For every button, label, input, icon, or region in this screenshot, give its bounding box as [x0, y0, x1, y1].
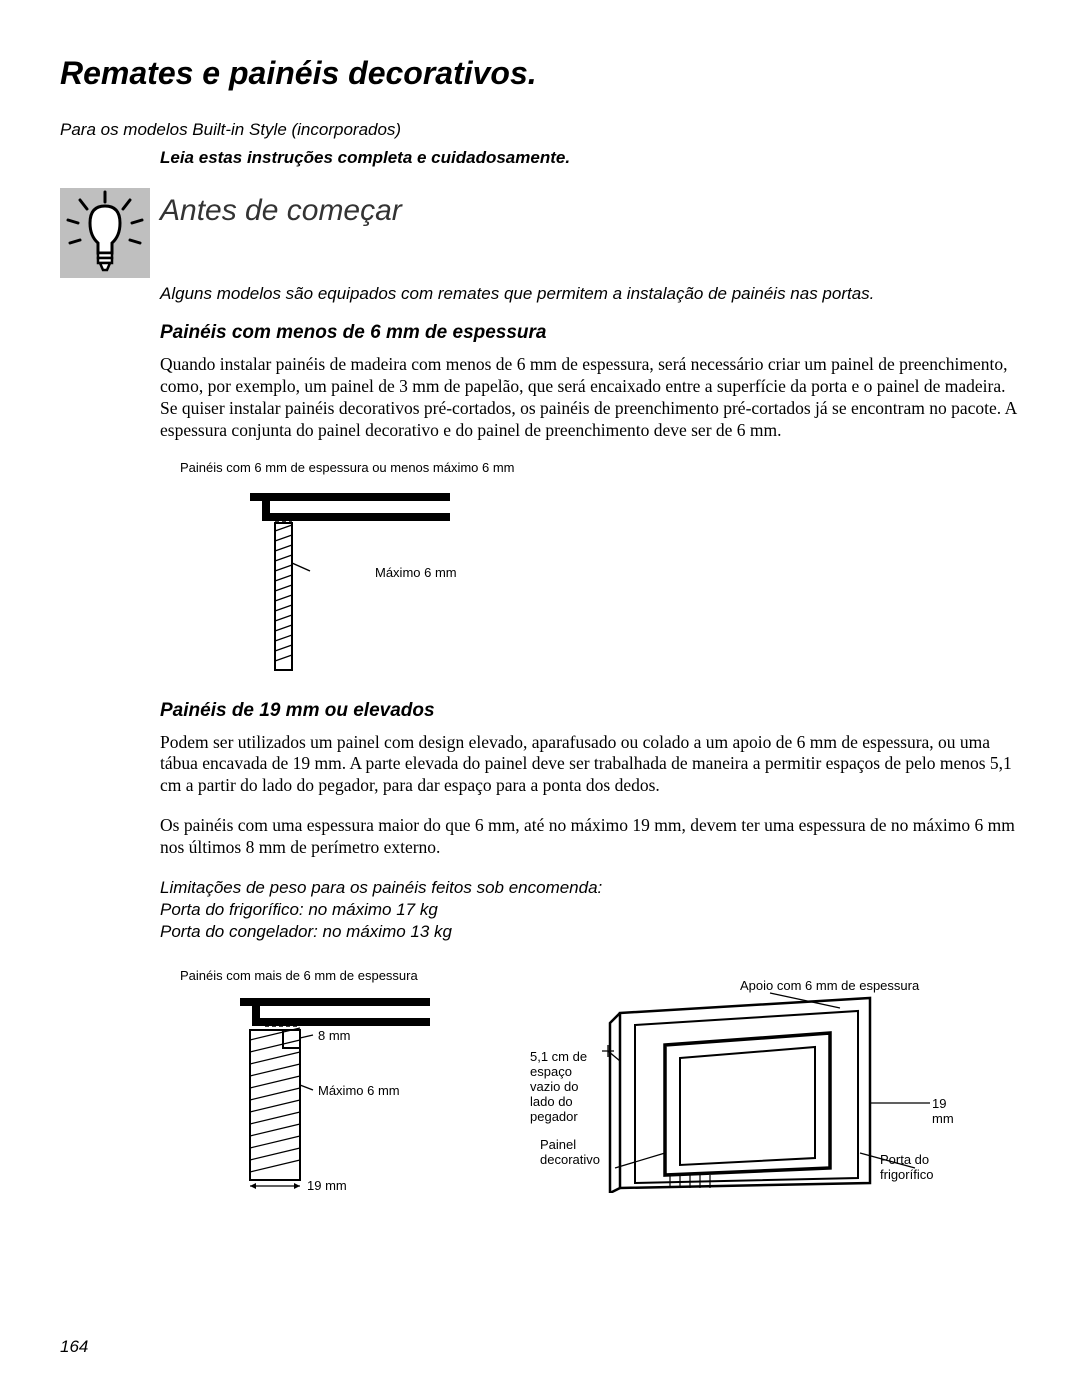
diagram2-max: Máximo 6 mm [318, 1083, 400, 1098]
sub2-body2: Os painéis com uma espessura maior do qu… [160, 815, 1020, 859]
lightbulb-icon [60, 188, 150, 278]
sub2-heading: Painéis de 19 mm ou elevados [160, 700, 1020, 722]
limit-line2: Porta do frigorífico: no máximo 17 kg [160, 900, 438, 919]
diagram-thin-panel: Painéis com 6 mm de espessura ou menos m… [180, 460, 530, 675]
diagram2-porta: Porta do frigorífico [880, 1153, 960, 1183]
instruction-line: Leia estas instruções completa e cuidado… [160, 148, 1020, 168]
diagram2-painel: Painel decorativo [540, 1138, 620, 1168]
page-title: Remates e painéis decorativos. [60, 55, 1020, 92]
diagram1-label-max: Máximo 6 mm [375, 565, 457, 580]
diagram2-apoio: Apoio com 6 mm de espessura [740, 978, 919, 993]
section-header-row: Antes de começar [60, 188, 1020, 278]
weight-limits: Limitações de peso para os painéis feito… [160, 877, 1020, 943]
sub1-body: Quando instalar painéis de madeira com m… [160, 354, 1020, 442]
sub2-body1: Podem ser utilizados um painel com desig… [160, 732, 1020, 798]
subtitle-builtin: Para os modelos Built-in Style (incorpor… [60, 120, 1020, 140]
section-heading: Antes de começar [160, 194, 402, 228]
page-number: 164 [60, 1337, 88, 1357]
diagram1-caption: Painéis com 6 mm de espessura ou menos m… [180, 460, 530, 475]
diagram2-19mm-l: 19 mm [307, 1178, 347, 1193]
sub1-heading: Painéis com menos de 6 mm de espessura [160, 322, 1020, 344]
intro-text: Alguns modelos são equipados com remates… [160, 284, 1020, 304]
diagram2-19mm-r: 19 mm [932, 1096, 960, 1126]
limit-line3: Porta do congelador: no máximo 13 kg [160, 922, 452, 941]
diagram-thick-panel: Painéis com mais de 6 mm de espessura [180, 968, 960, 1193]
limit-line1: Limitações de peso para os painéis feito… [160, 878, 602, 897]
diagram2-8mm: 8 mm [318, 1028, 351, 1043]
diagram2-space: 5,1 cm de espaço vazio do lado do pegado… [530, 1050, 605, 1125]
